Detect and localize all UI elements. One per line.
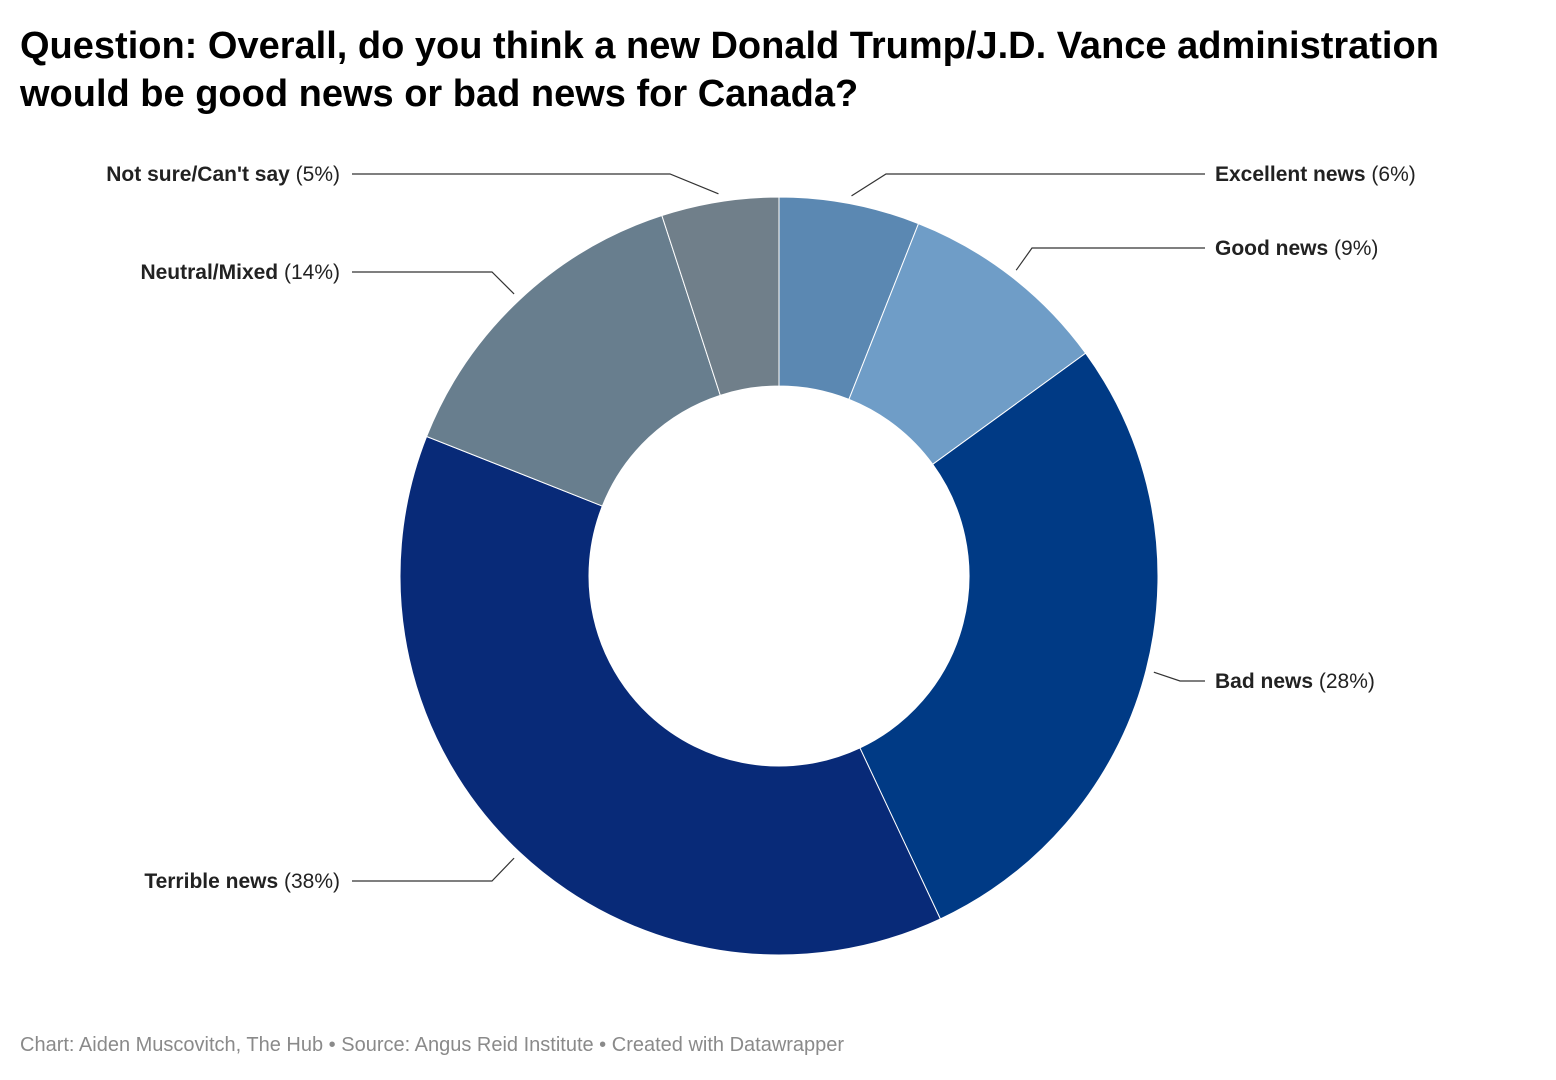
donut-slices — [399, 196, 1159, 956]
slice-label-value: (5%) — [290, 163, 340, 186]
footer-separator: • — [323, 1034, 342, 1056]
slice-label-value: (38%) — [278, 870, 340, 893]
leader-line-not-sure-can-t-say — [352, 173, 719, 195]
slice-label-bad-news: Bad news (28%) — [1215, 670, 1375, 693]
slice-label-name: Bad news — [1215, 670, 1313, 693]
slice-label-value: (28%) — [1313, 670, 1375, 693]
slice-neutral-mixed — [425, 214, 721, 507]
slice-label-name: Not sure/Can't say — [106, 163, 290, 186]
slice-label-terrible-news: Terrible news (38%) — [144, 870, 340, 893]
slice-label-value: (6%) — [1366, 163, 1416, 186]
slice-label-good-news: Good news (9%) — [1215, 237, 1378, 260]
slice-bad-news — [859, 352, 1159, 920]
slice-label-value: (9%) — [1328, 237, 1378, 260]
slice-terrible-news — [399, 435, 942, 956]
slice-label-excellent-news: Excellent news (6%) — [1215, 163, 1416, 186]
footer-credit: Chart: Aiden Muscovitch, The Hub — [20, 1034, 324, 1056]
label-leader-lines — [352, 173, 1205, 882]
slice-label-name: Neutral/Mixed — [140, 261, 278, 284]
leader-line-excellent-news — [851, 173, 1205, 197]
slice-not-sure-can-t-say — [661, 196, 780, 396]
slice-label-name: Excellent news — [1215, 163, 1366, 186]
leader-line-good-news — [1015, 247, 1205, 271]
chart-title: Question: Overall, do you think a new Do… — [20, 25, 1439, 115]
slice-label-value: (14%) — [278, 261, 340, 284]
slice-label-name: Terrible news — [144, 870, 278, 893]
footer-separator: • — [593, 1034, 612, 1056]
leader-line-neutral-mixed — [352, 271, 515, 295]
footer-tool: Created with Datawrapper — [611, 1034, 845, 1056]
chart-footer: Chart: Aiden Muscovitch, The Hub • Sourc… — [20, 1034, 844, 1057]
footer-source: Source: Angus Reid Institute — [341, 1034, 594, 1056]
leader-line-terrible-news — [352, 857, 515, 882]
slice-label-neutral-mixed: Neutral/Mixed (14%) — [140, 261, 340, 284]
slice-labels: Excellent news (6%) Good news (9%) Bad new… — [106, 163, 1416, 893]
leader-line-bad-news — [1153, 671, 1205, 682]
slice-label-not-sure-can-t-say: Not sure/Can't say (5%) — [106, 163, 340, 186]
slice-label-name: Good news — [1215, 237, 1328, 260]
